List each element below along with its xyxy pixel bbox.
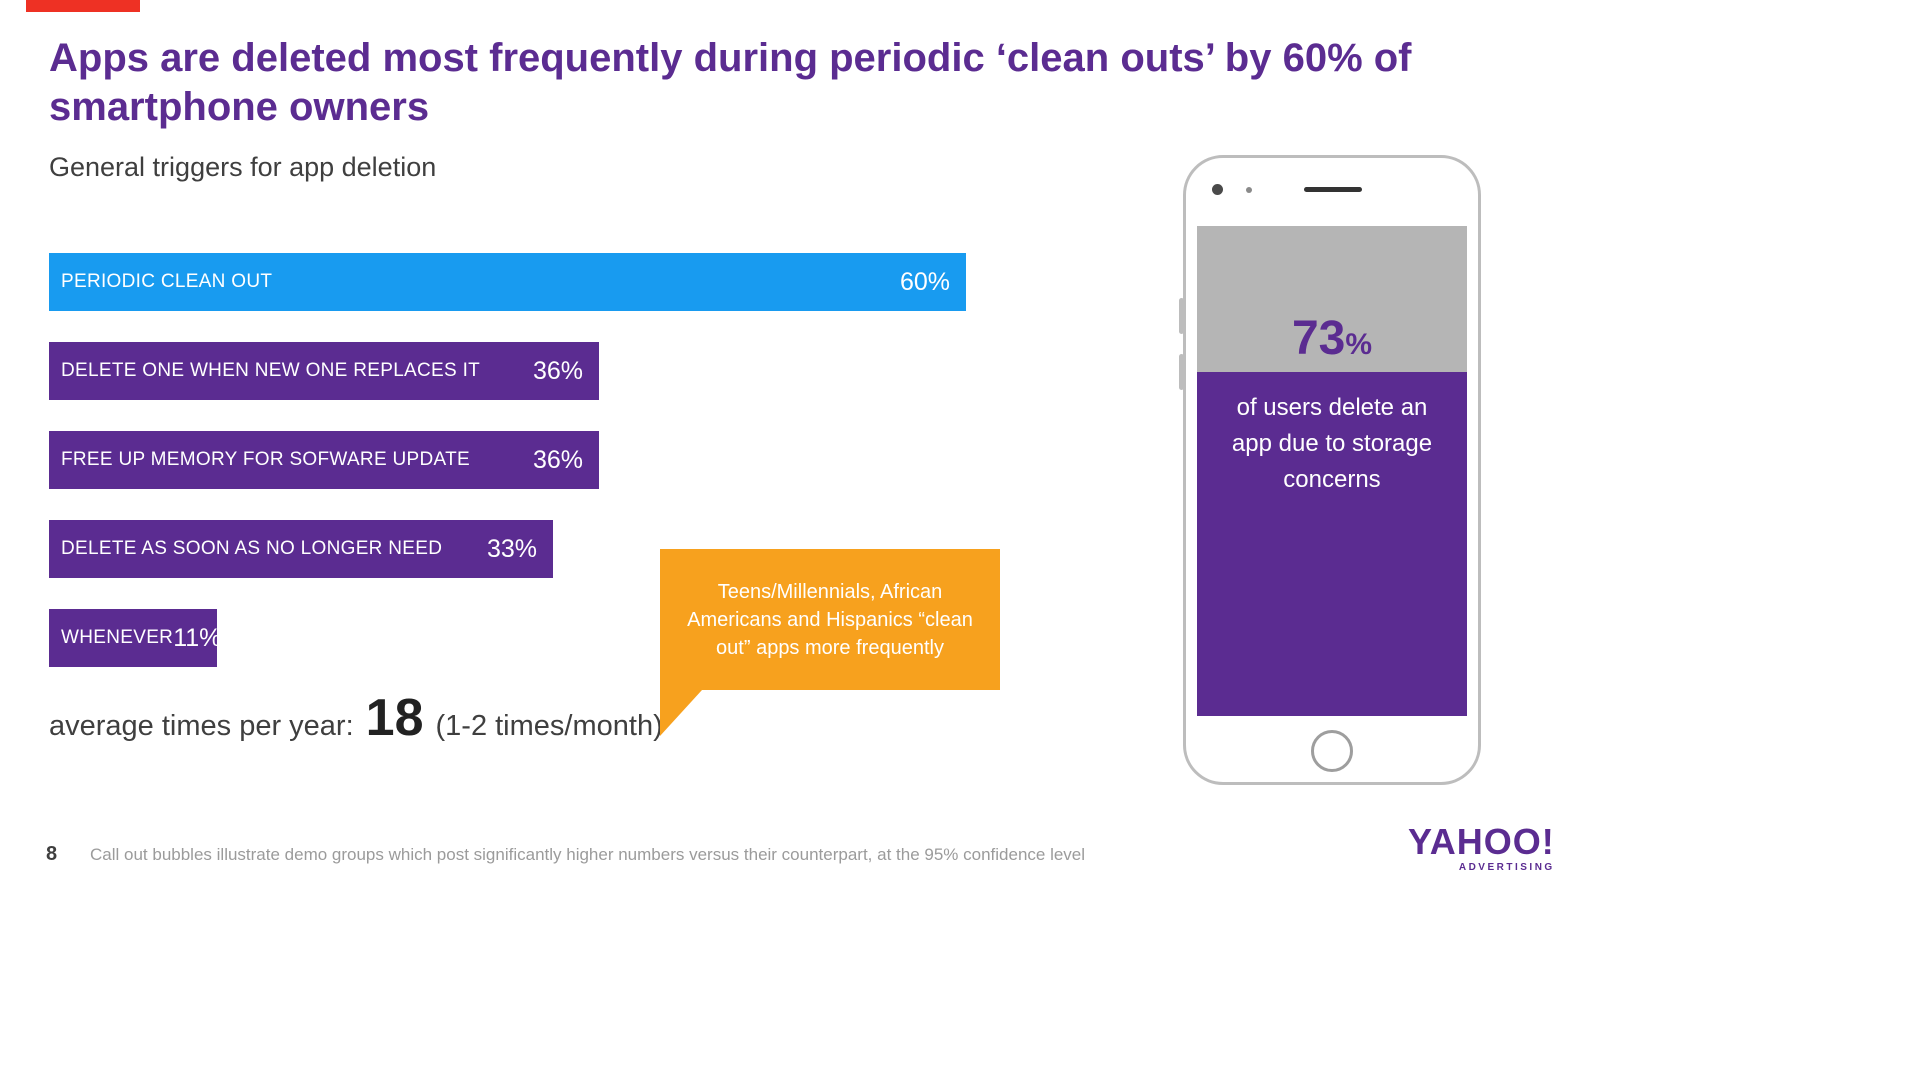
red-accent-bar (26, 0, 140, 12)
chart-subtitle: General triggers for app deletion (49, 152, 437, 182)
phone-home-button (1311, 730, 1353, 772)
phone-screen: 73% of users delete an app due to storag… (1197, 226, 1467, 716)
bar-label: DELETE AS SOON AS NO LONGER NEED (61, 538, 443, 559)
average-prefix: average times per year: (49, 710, 354, 742)
phone-speaker-icon (1304, 187, 1362, 192)
bar-value: 36% (532, 356, 583, 385)
phone-volume-button (1179, 298, 1184, 334)
bar-row-0: PERIODIC CLEAN OUT 60% (49, 253, 966, 311)
phone-stat-value: 73 (1291, 312, 1346, 365)
callout-bubble: Teens/Millennials, African Americans and… (660, 549, 1000, 736)
page-number: 8 (46, 843, 58, 865)
phone-caption-panel: of users delete an app due to storage co… (1197, 372, 1467, 716)
bar-value: 36% (532, 445, 583, 474)
bar-value: 11% (173, 623, 222, 652)
callout-tail (660, 690, 702, 736)
phone-caption: of users delete an app due to storage co… (1231, 394, 1433, 493)
bar-value: 33% (486, 534, 537, 563)
footer-note: Call out bubbles illustrate demo groups … (90, 845, 1086, 864)
average-suffix: (1-2 times/month) (435, 710, 663, 742)
bar-row-1: DELETE ONE WHEN NEW ONE REPLACES IT 36% (49, 342, 599, 400)
bar-label: FREE UP MEMORY FOR SOFWARE UPDATE (61, 449, 470, 470)
callout-text: Teens/Millennials, African Americans and… (687, 580, 973, 659)
brand-logo: YAHOO! ADVERTISING (1408, 821, 1555, 874)
average-per-year-line: average times per year: 18 (1-2 times/mo… (49, 688, 663, 748)
phone-camera-icon (1212, 184, 1223, 195)
bar-label: PERIODIC CLEAN OUT (61, 271, 273, 292)
yahoo-advertising-label: ADVERTISING (1458, 862, 1555, 873)
phone-illustration: 73% of users delete an app due to storag… (1179, 155, 1481, 785)
page-title: Apps are deleted most frequently during … (49, 36, 1412, 129)
phone-stat-unit: % (1345, 328, 1373, 361)
phone-stat-panel: 73% (1197, 226, 1467, 372)
yahoo-logo: YAHOO! (1408, 821, 1555, 862)
bar-row-4: WHENEVER 11% (49, 609, 221, 667)
bar-chart: PERIODIC CLEAN OUT 60% DELETE ONE WHEN NEW… (49, 253, 1049, 698)
average-value: 18 (365, 689, 424, 747)
phone-stat: 73% (1292, 311, 1372, 366)
phone-sensor-icon (1246, 187, 1252, 193)
bar-row-2: FREE UP MEMORY FOR SOFWARE UPDATE 36% (49, 431, 599, 489)
bar-label: DELETE ONE WHEN NEW ONE REPLACES IT (61, 360, 481, 381)
bar-label: WHENEVER (61, 627, 174, 648)
bar-value: 60% (899, 267, 950, 296)
bar-row-3: DELETE AS SOON AS NO LONGER NEED 33% (49, 520, 553, 578)
phone-volume-button (1179, 354, 1184, 390)
